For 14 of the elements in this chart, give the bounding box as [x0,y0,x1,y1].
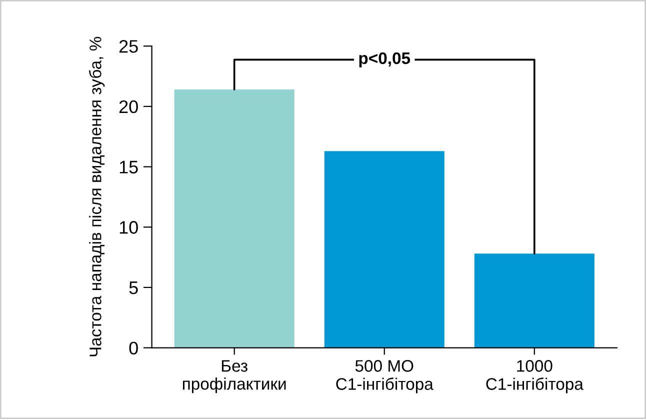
y-tick-label: 15 [120,160,138,174]
x-tick-label: 500 МО С1-інгібітора [336,360,434,394]
bar [324,151,444,348]
y-tick-label: 5 [129,282,138,294]
annotation: p<0,05 [359,52,410,68]
bar [474,254,594,348]
y-tick-label: 10 [120,221,138,234]
y-tick-label: 25 [119,40,138,53]
y-tick-label: 20 [119,100,138,114]
bar [174,90,294,348]
x-tick-label: 1000 С1-інгібітора [486,360,584,394]
x-tick-label: Без профілактики [182,360,286,394]
y-axis-title: Частота нападів після видалення зуба, % [88,36,105,356]
y-tick-label: 0 [129,342,138,354]
